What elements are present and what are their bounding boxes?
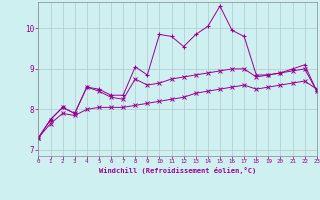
X-axis label: Windchill (Refroidissement éolien,°C): Windchill (Refroidissement éolien,°C) bbox=[99, 167, 256, 174]
